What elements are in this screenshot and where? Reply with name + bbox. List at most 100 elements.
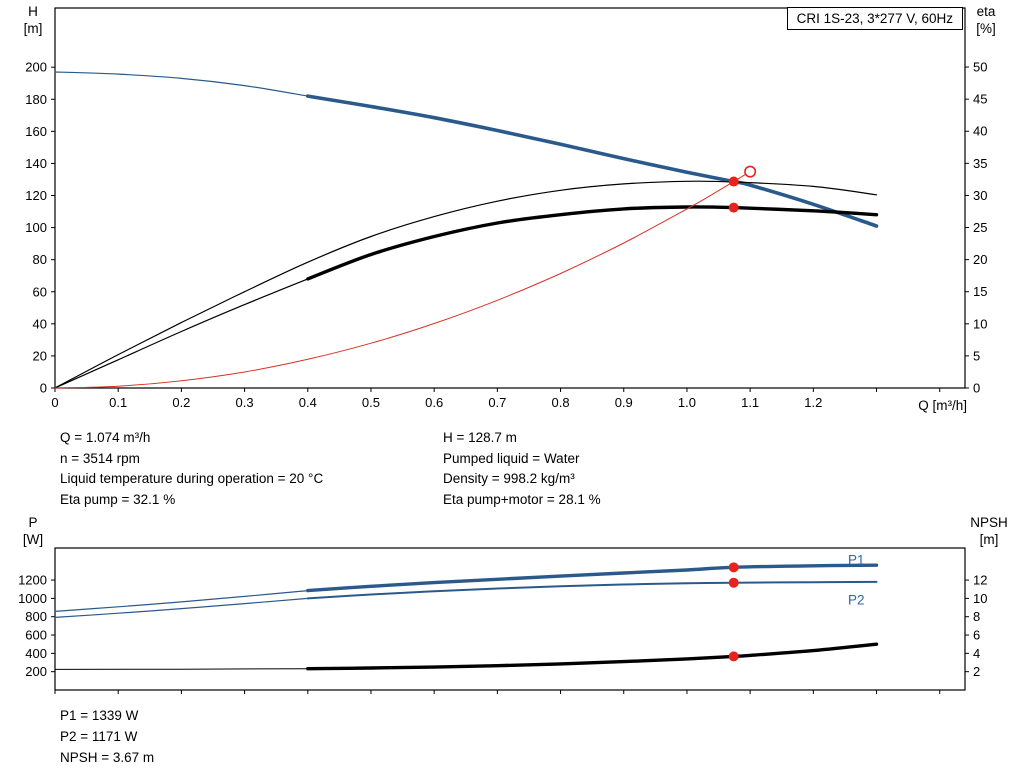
eta-axis-title-line1: eta — [976, 4, 996, 19]
pump-model-title-box: CRI 1S-23, 3*277 V, 60Hz — [786, 7, 963, 30]
p1-curve — [54, 563, 879, 612]
npsh-axis-title-line2: [m] — [979, 532, 999, 547]
hq-plot-frame — [54, 7, 966, 389]
hq-x-tick-label: 1.1 — [741, 395, 759, 410]
duty-info-right-column: H = 128.7 m Pumped liquid = Water Densit… — [443, 428, 601, 510]
hq-x-tick-label: 0.1 — [109, 395, 127, 410]
hq-x-tick-label: 0 — [51, 395, 58, 410]
duty-point-p1 — [728, 562, 739, 573]
system-curve-end — [744, 165, 757, 178]
pn-y-left-tick-label: 800 — [25, 609, 47, 624]
info-eta-pump: Eta pump = 32.1 % — [60, 491, 176, 507]
hq-y-left-tick-label: 40 — [33, 316, 47, 331]
hq-y-left-tick-label: 20 — [33, 348, 47, 363]
hq-y-left-tick-label: 120 — [25, 188, 47, 203]
series-label-p2: P2 — [848, 593, 865, 608]
npsh-curve — [54, 642, 879, 671]
pn-y-right-tick-label: 8 — [973, 609, 980, 624]
hq-x-tick-label: 0.7 — [488, 395, 506, 410]
hq-y-right-tick-label: 0 — [973, 381, 980, 396]
pn-y-left-tick-label: 200 — [25, 664, 47, 679]
qh-curve — [54, 71, 879, 228]
system-curve — [54, 171, 751, 389]
hq-y-right-tick-label: 25 — [973, 220, 987, 235]
eta-pump-curve — [54, 180, 878, 389]
hq-y-right-tick-label: 5 — [973, 348, 980, 363]
p2-curve — [54, 580, 878, 618]
hq-x-axis: 0 0.1 0.2 0.3 0.4 0.5 0.6 0.7 0.8 0.9 1.0 1.1 1.2 — [51, 388, 941, 410]
eta-pump-motor-curve — [54, 205, 879, 389]
eta-axis-title: eta [%] — [964, 3, 1008, 37]
h-axis-title: H [m] — [13, 3, 53, 37]
q-axis-title: Q [m³/h] — [918, 398, 967, 413]
info-speed: n = 3514 rpm — [60, 450, 140, 466]
hq-x-tick-label: 1.2 — [804, 395, 822, 410]
pn-y-right-tick-label: 10 — [973, 591, 987, 606]
hq-y-left-tick-label: 200 — [25, 60, 47, 75]
info-q: Q = 1.074 m³/h — [60, 430, 151, 445]
info-h: H = 128.7 m — [443, 430, 517, 445]
hq-x-tick-label: 0.2 — [172, 395, 190, 410]
hq-x-tick-label: 0.8 — [552, 395, 570, 410]
pn-y-axis-left: 200 400 600 800 1000 1200 — [18, 573, 55, 679]
hq-chart: 0 0.1 0.2 0.3 0.4 0.5 0.6 0.7 0.8 0.9 1.0 1.1 1.2 0 20… — [25, 7, 987, 410]
info-pumped-liquid: Pumped liquid = Water — [443, 450, 580, 466]
info-density: Density = 998.2 kg/m³ — [443, 471, 575, 487]
hq-y-axis-left: 0 20 40 60 80 100 120 140 160 180 200 — [25, 60, 55, 396]
pn-y-left-tick-label: 400 — [25, 646, 47, 661]
duty-point-p2 — [728, 577, 739, 588]
result-p1: P1 = 1339 W — [60, 708, 139, 723]
hq-y-right-tick-label: 40 — [973, 124, 987, 139]
h-axis-title-line2: [m] — [23, 21, 43, 36]
pn-y-right-tick-label: 12 — [973, 573, 987, 588]
hq-y-right-tick-label: 45 — [973, 92, 987, 107]
pn-chart: 200 400 600 800 1000 1200 2 4 6 8 10 12 P1 P2 — [18, 547, 987, 694]
hq-y-right-tick-label: 20 — [973, 252, 987, 267]
hq-y-left-tick-label: 180 — [25, 92, 47, 107]
duty-point-qh — [728, 176, 739, 187]
hq-x-tick-label: 0.5 — [362, 395, 380, 410]
pn-y-right-tick-label: 6 — [973, 628, 980, 643]
info-liquid-temperature: Liquid temperature during operation = 20… — [60, 471, 324, 487]
hq-y-right-tick-label: 10 — [973, 316, 987, 331]
p-axis-title: P [W] — [13, 514, 53, 548]
h-axis-title-line1: H — [28, 4, 38, 19]
hq-y-left-tick-label: 160 — [25, 124, 47, 139]
results-block: P1 = 1339 W P2 = 1171 W NPSH = 3.67 m — [60, 705, 154, 768]
hq-x-tick-label: 0.4 — [299, 395, 317, 410]
hq-x-tick-label: 1.0 — [678, 395, 696, 410]
series-label-p1: P1 — [848, 552, 865, 567]
hq-y-left-tick-label: 0 — [40, 381, 47, 396]
pn-y-right-tick-label: 4 — [973, 646, 980, 661]
pn-y-left-tick-label: 1000 — [18, 591, 47, 606]
result-npsh: NPSH = 3.67 m — [60, 750, 155, 765]
pn-y-left-tick-label: 600 — [25, 628, 47, 643]
result-p2: P2 = 1171 W — [60, 729, 138, 744]
info-eta-pump-motor: Eta pump+motor = 28.1 % — [443, 491, 601, 507]
p-axis-title-line1: P — [28, 515, 38, 530]
duty-point-npsh — [728, 651, 739, 662]
pn-x-axis — [54, 690, 941, 694]
hq-y-right-tick-label: 35 — [973, 156, 987, 171]
pn-y-left-tick-label: 1200 — [18, 573, 47, 588]
hq-y-left-tick-label: 60 — [33, 284, 47, 299]
hq-y-right-tick-label: 30 — [973, 188, 987, 203]
p-axis-title-line2: [W] — [22, 532, 44, 547]
pn-plot-frame — [54, 547, 966, 691]
hq-y-left-tick-label: 140 — [25, 156, 47, 171]
eta-axis-title-line2: [%] — [976, 21, 996, 36]
hq-y-right-tick-label: 15 — [973, 284, 987, 299]
hq-y-left-tick-label: 80 — [33, 252, 47, 267]
hq-x-tick-label: 0.3 — [236, 395, 254, 410]
pn-y-right-tick-label: 2 — [973, 664, 980, 679]
hq-y-right-tick-label: 50 — [973, 60, 987, 75]
hq-x-tick-label: 0.9 — [615, 395, 633, 410]
hq-x-tick-label: 0.6 — [425, 395, 443, 410]
pn-y-axis-right: 2 4 6 8 10 12 — [965, 573, 987, 679]
npsh-axis-title-line1: NPSH — [970, 515, 1008, 530]
hq-y-left-tick-label: 100 — [25, 220, 47, 235]
duty-point-eta-pump-motor — [728, 202, 739, 213]
hq-y-axis-right: 0 5 10 15 20 25 30 35 40 45 50 — [965, 60, 987, 396]
